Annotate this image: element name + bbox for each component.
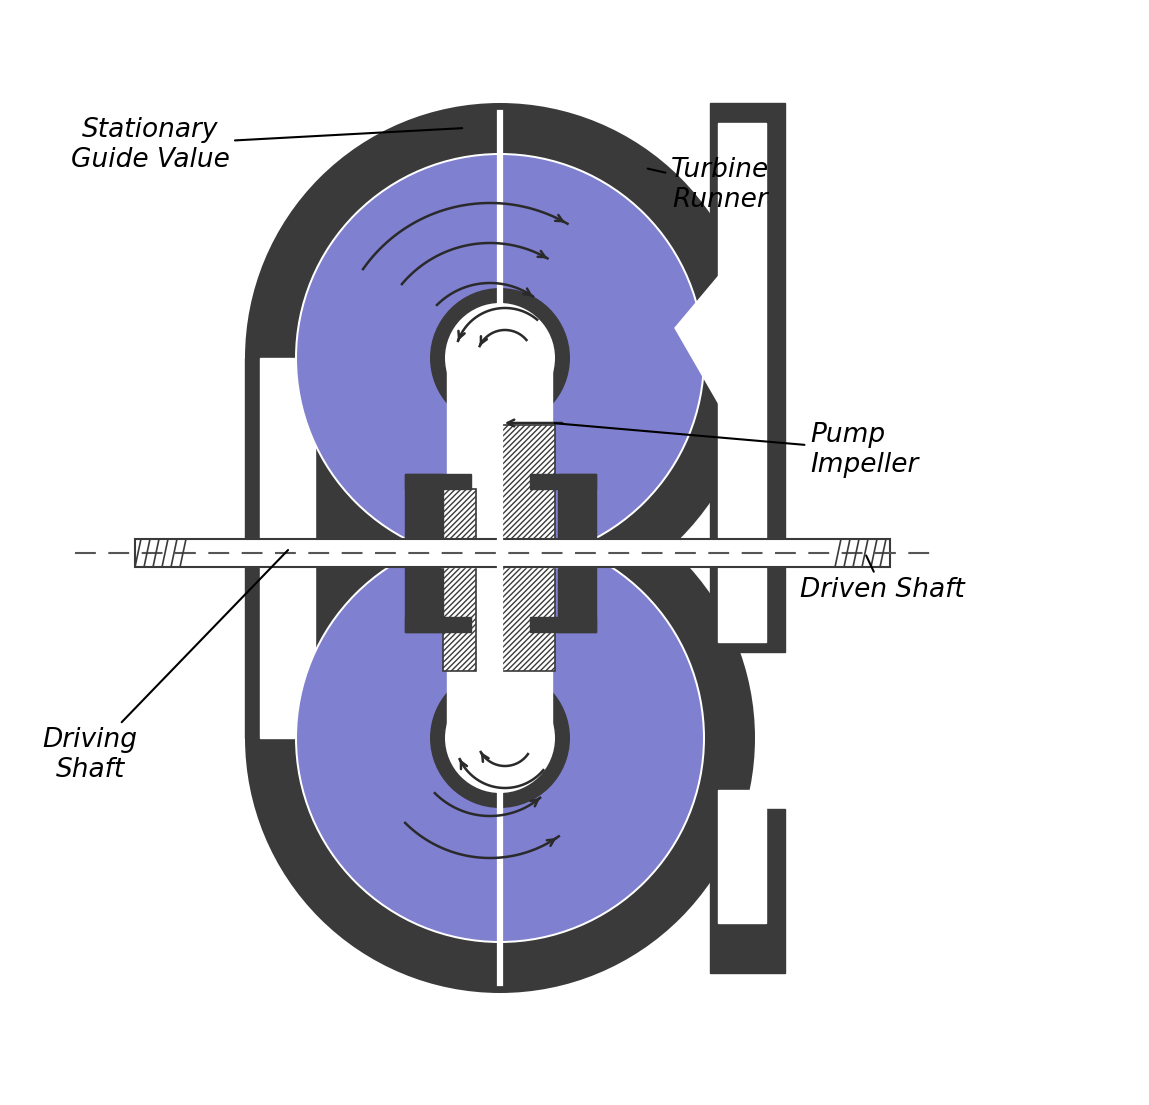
Bar bbox=[404, 567, 442, 632]
Bar bbox=[245, 358, 345, 738]
Text: Driving
Shaft: Driving Shaft bbox=[43, 550, 288, 783]
Bar bbox=[557, 474, 595, 539]
Bar bbox=[444, 488, 476, 671]
Text: Driven Shaft: Driven Shaft bbox=[800, 556, 965, 603]
Circle shape bbox=[296, 535, 703, 941]
Bar bbox=[718, 123, 766, 642]
Circle shape bbox=[445, 303, 555, 413]
Text: Stationary
Guide Value: Stationary Guide Value bbox=[70, 117, 462, 173]
Text: Pump
Impeller: Pump Impeller bbox=[555, 422, 918, 478]
Circle shape bbox=[296, 155, 703, 561]
Bar bbox=[404, 474, 470, 490]
Bar bbox=[557, 567, 595, 632]
Circle shape bbox=[295, 152, 705, 564]
Wedge shape bbox=[674, 259, 765, 406]
Bar bbox=[710, 809, 785, 974]
Bar bbox=[260, 358, 315, 738]
Bar bbox=[718, 790, 766, 923]
Bar bbox=[530, 617, 595, 632]
Text: Turbine
Runner: Turbine Runner bbox=[648, 157, 769, 213]
Circle shape bbox=[245, 103, 755, 613]
Circle shape bbox=[245, 483, 755, 993]
Bar bbox=[530, 474, 595, 490]
Bar bbox=[404, 617, 470, 632]
Bar bbox=[134, 539, 890, 567]
Circle shape bbox=[430, 288, 570, 428]
Bar bbox=[500, 425, 555, 671]
Bar bbox=[440, 539, 557, 567]
Bar bbox=[447, 352, 553, 743]
Circle shape bbox=[430, 669, 570, 808]
Circle shape bbox=[295, 533, 705, 943]
Bar bbox=[404, 474, 442, 539]
Circle shape bbox=[445, 683, 555, 793]
Bar bbox=[710, 103, 785, 652]
